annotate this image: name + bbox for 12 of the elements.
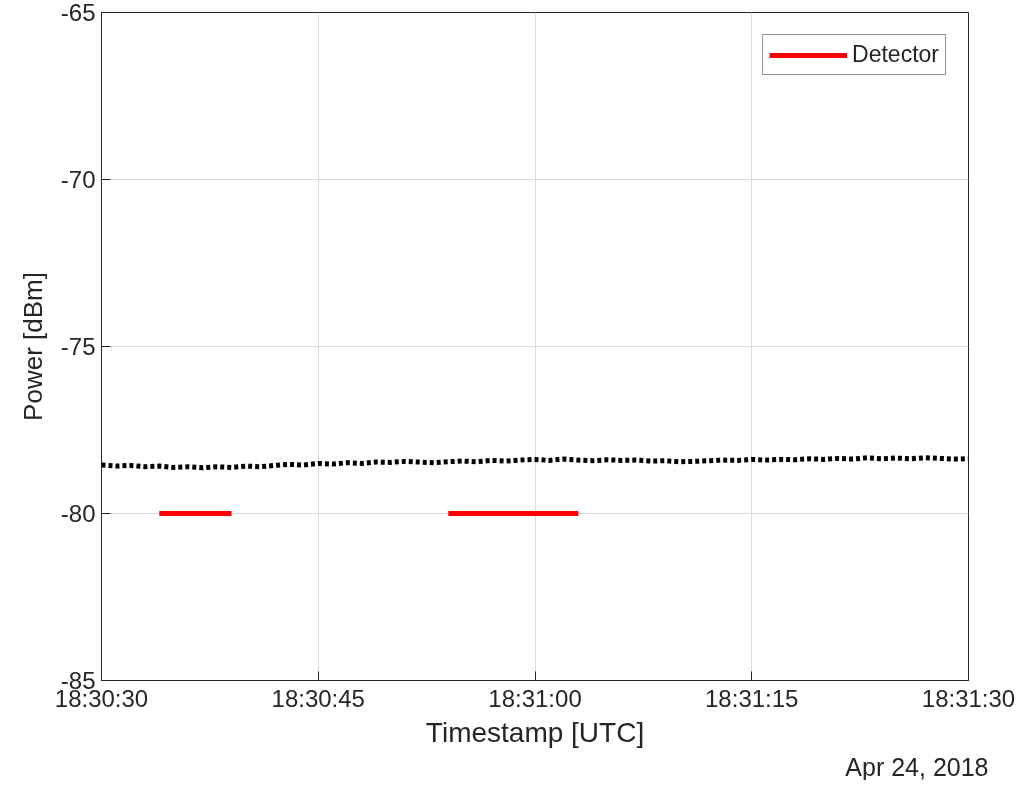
x-tick-label: 18:31:30 — [921, 684, 1016, 712]
y-axis-title: Power [dBm] — [17, 272, 48, 421]
text: Apr 24, 2018 — [845, 752, 989, 781]
y-tick-label: -80 — [60, 500, 96, 527]
x-tick-label: 18:31:15 — [705, 684, 799, 712]
x-tick-label: 18:30:45 — [271, 684, 365, 712]
y-tick-label: -70 — [60, 166, 96, 193]
y-tick-label: -65 — [60, 0, 96, 26]
legend-label: Detector — [852, 41, 939, 68]
x-tick-label: 18:31:00 — [488, 684, 582, 712]
x-axis-title: Timestamp [UTC] — [425, 716, 645, 748]
y-tick-label: -75 — [60, 333, 96, 360]
